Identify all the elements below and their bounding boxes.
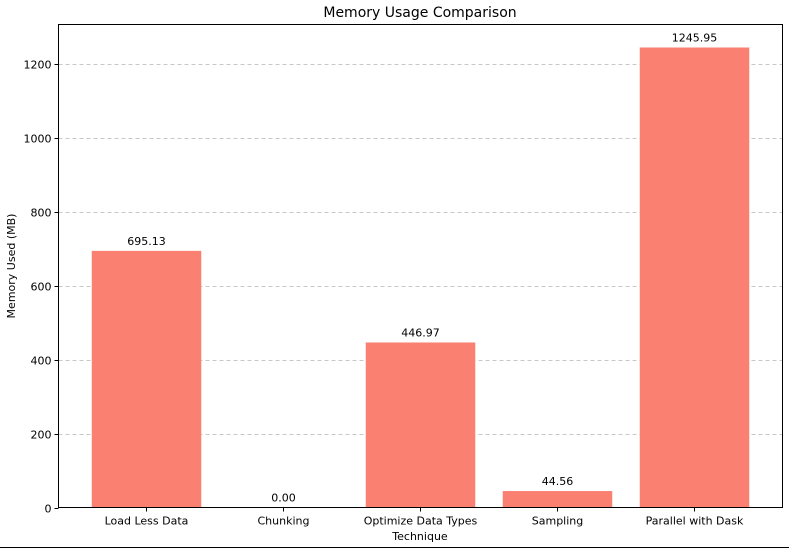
y-tick-label: 1000: [24, 133, 52, 146]
x-tick-label: Optimize Data Types: [364, 515, 478, 528]
x-tick-label: Sampling: [532, 515, 584, 528]
x-axis-ticks: Load Less Data Chunking Optimize Data Type…: [105, 507, 744, 528]
x-tick-label: Chunking: [258, 515, 310, 528]
y-tick-label: 800: [31, 207, 52, 220]
plot-frame: [58, 24, 783, 508]
bar: [502, 491, 613, 508]
bar-value-label: 0.00: [271, 492, 296, 505]
y-axis-ticks: 0 200 400 600 800 1000 1200: [24, 59, 59, 516]
y-tick-label: 600: [31, 281, 52, 294]
bar: [365, 342, 476, 508]
y-tick-label: 200: [31, 429, 52, 442]
bar-value-label: 44.56: [542, 475, 574, 488]
bar: [91, 250, 202, 508]
bar-value-label: 446.97: [401, 326, 440, 339]
y-tick-label: 1200: [24, 59, 52, 72]
bar-value-label: 695.13: [127, 235, 166, 248]
chart-title: Memory Usage Comparison: [323, 5, 516, 21]
x-tick-label: Parallel with Dask: [646, 515, 744, 528]
data-labels: 695.13 0.00 446.97 44.56 1245.95: [127, 32, 717, 505]
bar-value-label: 1245.95: [672, 32, 718, 45]
y-tick-label: 400: [31, 355, 52, 368]
y-axis-label: Memory Used (MB): [5, 214, 18, 319]
bar: [639, 47, 750, 508]
y-tick-label: 0: [45, 503, 52, 516]
bottom-divider: [0, 547, 789, 552]
bars: [91, 47, 750, 508]
x-axis-label: Technique: [391, 530, 448, 543]
x-tick-label: Load Less Data: [105, 515, 189, 528]
